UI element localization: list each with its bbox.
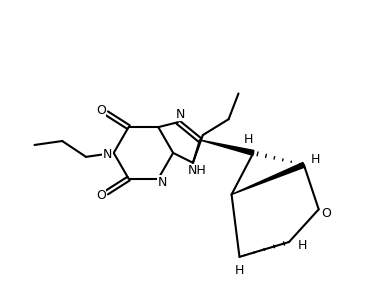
Text: H: H	[298, 239, 307, 252]
Text: O: O	[96, 104, 106, 117]
Text: N: N	[175, 108, 185, 121]
Polygon shape	[232, 162, 305, 195]
Polygon shape	[200, 140, 254, 155]
Text: O: O	[96, 189, 106, 202]
Text: N: N	[103, 148, 113, 161]
Text: O: O	[322, 207, 332, 220]
Text: NH: NH	[187, 164, 206, 177]
Text: H: H	[311, 153, 321, 166]
Text: H: H	[235, 264, 244, 277]
Text: H: H	[244, 133, 253, 145]
Text: N: N	[157, 176, 167, 189]
